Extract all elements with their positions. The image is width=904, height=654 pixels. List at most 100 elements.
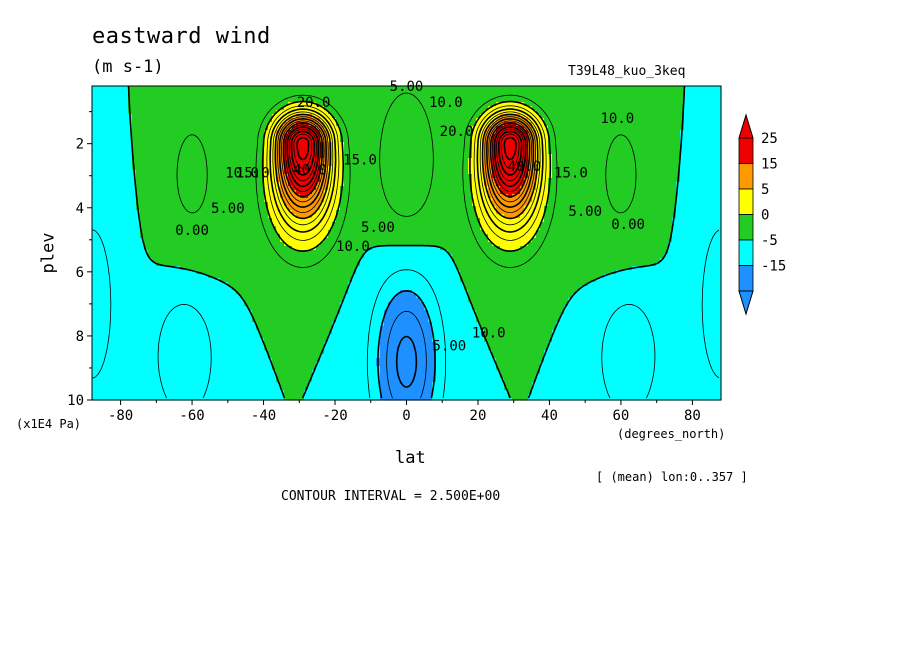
- field-cell: [268, 130, 273, 135]
- field-cell: [352, 142, 357, 147]
- field-cell: [192, 94, 197, 99]
- field-cell: [432, 142, 437, 147]
- field-cell: [256, 158, 261, 163]
- field-cell: [652, 118, 657, 123]
- field-cell: [460, 186, 465, 191]
- field-cell: [132, 186, 137, 191]
- field-cell: [436, 202, 441, 207]
- field-cell: [408, 202, 413, 207]
- field-cell: [144, 174, 149, 179]
- field-cell: [512, 174, 517, 179]
- field-cell: [344, 130, 349, 135]
- field-cell: [280, 142, 285, 147]
- field-cell: [136, 114, 141, 119]
- field-cell: [276, 98, 281, 103]
- field-cell: [188, 158, 193, 163]
- field-cell: [380, 150, 385, 155]
- field-cell: [388, 102, 393, 107]
- field-cell: [512, 98, 517, 103]
- field-cell: [280, 154, 285, 159]
- field-cell: [516, 206, 521, 211]
- field-cell: [308, 110, 313, 115]
- field-cell: [716, 110, 721, 115]
- field-cell: [708, 94, 713, 99]
- field-cell: [260, 114, 265, 119]
- field-cell: [592, 126, 597, 131]
- field-cell: [344, 110, 349, 115]
- field-cell: [572, 138, 577, 143]
- field-cell: [584, 106, 589, 111]
- field-cell: [464, 130, 469, 135]
- field-cell: [632, 98, 637, 103]
- field-cell: [712, 122, 717, 127]
- field-cell: [132, 86, 137, 91]
- field-cell: [696, 198, 701, 203]
- field-cell: [388, 114, 393, 119]
- field-cell: [176, 98, 181, 103]
- field-cell: [232, 106, 237, 111]
- field-cell: [304, 86, 309, 91]
- field-cell: [212, 142, 217, 147]
- field-cell: [676, 110, 681, 115]
- field-cell: [388, 86, 393, 91]
- field-cell: [572, 98, 577, 103]
- field-cell: [328, 174, 333, 179]
- field-cell: [284, 150, 289, 155]
- field-cell: [584, 190, 589, 195]
- field-cell: [92, 162, 97, 167]
- field-cell: [660, 130, 665, 135]
- field-cell: [304, 162, 309, 167]
- field-cell: [556, 130, 561, 135]
- field-cell: [688, 182, 693, 187]
- field-cell: [408, 134, 413, 139]
- field-cell: [256, 174, 261, 179]
- field-cell: [472, 94, 477, 99]
- field-cell: [684, 122, 689, 127]
- field-cell: [320, 178, 325, 183]
- field-cell: [304, 90, 309, 95]
- run-label: T39L48_kuo_3keq: [568, 64, 686, 79]
- field-cell: [564, 142, 569, 147]
- field-cell: [660, 178, 665, 183]
- field-cell: [444, 190, 449, 195]
- field-cell: [212, 146, 217, 151]
- field-cell: [388, 178, 393, 183]
- field-cell: [540, 102, 545, 107]
- field-cell: [408, 186, 413, 191]
- field-cell: [392, 102, 397, 107]
- field-cell: [256, 194, 261, 199]
- field-cell: [168, 154, 173, 159]
- field-cell: [496, 190, 501, 195]
- field-cell: [384, 102, 389, 107]
- field-cell: [248, 166, 253, 171]
- field-cell: [508, 134, 513, 139]
- field-cell: [100, 138, 105, 143]
- field-cell: [628, 182, 633, 187]
- field-cell: [356, 150, 361, 155]
- field-cell: [236, 174, 241, 179]
- field-cell: [676, 118, 681, 123]
- field-cell: [508, 94, 513, 99]
- field-cell: [116, 210, 121, 215]
- field-cell: [592, 130, 597, 135]
- field-cell: [628, 102, 633, 107]
- field-cell: [652, 134, 657, 139]
- field-cell: [404, 126, 409, 131]
- field-cell: [584, 162, 589, 167]
- field-cell: [528, 94, 533, 99]
- field-cell: [712, 134, 717, 139]
- field-cell: [384, 110, 389, 115]
- field-cell: [464, 178, 469, 183]
- field-cell: [480, 170, 485, 175]
- field-cell: [256, 154, 261, 159]
- field-cell: [100, 162, 105, 167]
- field-cell: [200, 138, 205, 143]
- field-cell: [92, 174, 97, 179]
- field-cell: [136, 178, 141, 183]
- field-cell: [376, 154, 381, 159]
- field-cell: [564, 162, 569, 167]
- field-cell: [328, 134, 333, 139]
- field-cell: [148, 86, 153, 91]
- field-cell: [292, 106, 297, 111]
- field-cell: [264, 102, 269, 107]
